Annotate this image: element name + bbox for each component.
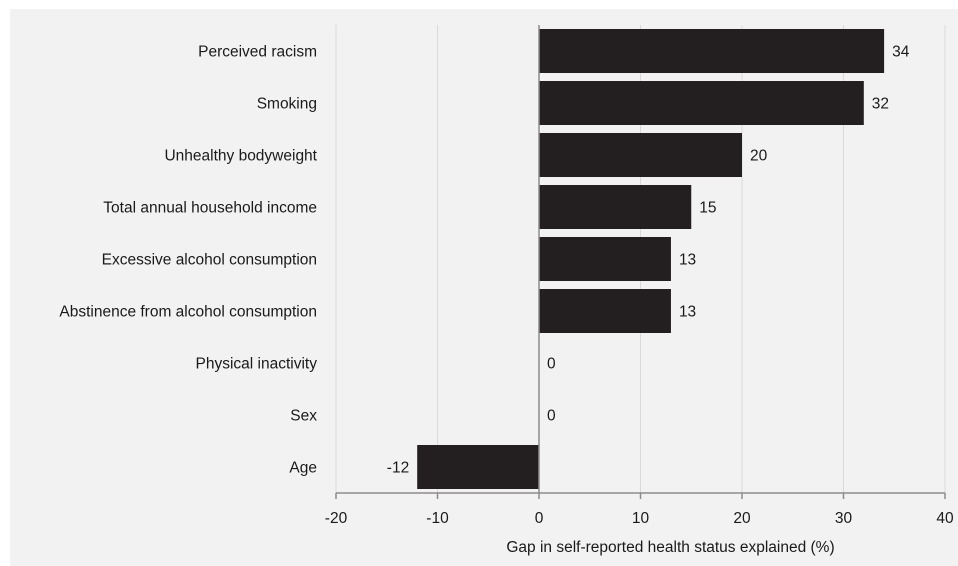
- value-label: 34: [892, 44, 910, 61]
- value-label: 13: [679, 304, 696, 321]
- value-label: 0: [547, 356, 556, 373]
- x-tick-label: 0: [535, 510, 544, 527]
- category-label: Age: [289, 460, 317, 477]
- axes: [335, 25, 946, 499]
- bar: [539, 29, 885, 73]
- x-tick-label: 20: [733, 510, 751, 527]
- x-tick-label: -20: [325, 510, 348, 527]
- x-tick-labels: -20 -10 0 10 20 30 40: [325, 510, 954, 527]
- category-labels: Perceived racism Smoking Unhealthy bodywei…: [59, 44, 317, 477]
- category-label: Unhealthy bodyweight: [164, 148, 317, 165]
- bar: [539, 185, 692, 229]
- bars: [417, 29, 885, 489]
- category-label: Physical inactivity: [196, 356, 318, 373]
- value-label: -12: [387, 460, 409, 477]
- category-label: Total annual household income: [103, 200, 317, 217]
- x-tick-label: -10: [426, 510, 449, 527]
- category-label: Perceived racism: [198, 44, 317, 61]
- bar: [417, 445, 539, 489]
- bar: [539, 237, 671, 281]
- value-labels: 34 32 20 15 13 13 0 0 -12: [387, 44, 910, 477]
- bar: [539, 289, 671, 333]
- x-tick-label: 40: [936, 510, 954, 527]
- value-label: 15: [699, 200, 716, 217]
- category-label: Abstinence from alcohol consumption: [59, 304, 317, 321]
- x-axis-title: Gap in self-reported health status expla…: [506, 539, 834, 556]
- value-label: 0: [547, 408, 556, 425]
- category-label: Excessive alcohol consumption: [102, 252, 317, 269]
- value-label: 13: [679, 252, 696, 269]
- x-tick-label: 10: [632, 510, 650, 527]
- category-label: Smoking: [257, 96, 317, 113]
- bar: [539, 81, 864, 125]
- value-label: 32: [872, 96, 889, 113]
- value-label: 20: [750, 148, 768, 165]
- category-label: Sex: [290, 408, 317, 425]
- x-tick-label: 30: [835, 510, 853, 527]
- bar: [539, 133, 742, 177]
